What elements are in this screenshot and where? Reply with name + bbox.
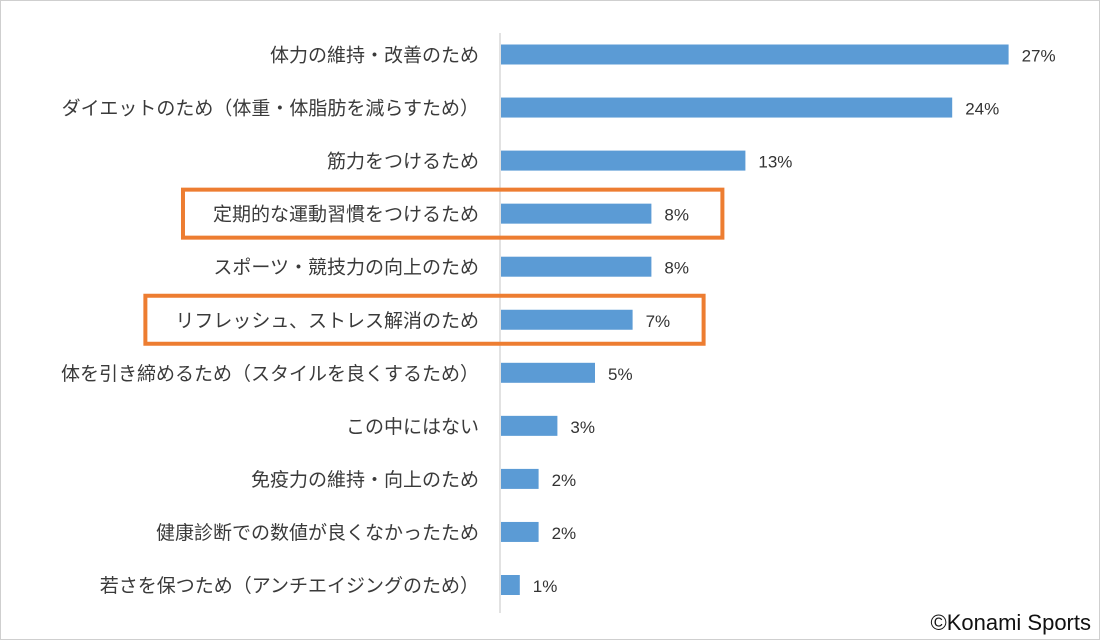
highlight-box [180, 187, 725, 240]
labels-layer: 体力の維持・改善のため 27% ダイエットのため（体重・体脂肪を減らすため） 24% 筋… [61, 45, 1056, 598]
category-label: 体を引き締めるため（スタイルを良くするため） [61, 363, 479, 385]
category-label: 体力の維持・改善のため [270, 45, 479, 67]
category-label: 定期的な運動習慣をつけるため [213, 204, 479, 226]
value-label: 24% [965, 100, 999, 119]
bars-layer [501, 44, 1009, 595]
bar [501, 521, 539, 542]
bar [501, 309, 633, 330]
bar [501, 468, 539, 489]
value-label: 8% [664, 206, 689, 225]
bar [501, 362, 595, 383]
credit-text: ©Konami Sports [931, 610, 1092, 635]
value-label: 27% [1022, 47, 1056, 66]
bar [501, 150, 746, 171]
category-label: リフレッシュ、ストレス解消のため [175, 310, 479, 332]
value-label: 3% [570, 418, 595, 437]
category-label: 筋力をつけるため [327, 151, 479, 173]
value-label: 5% [608, 365, 633, 384]
bar [501, 575, 520, 595]
bar [501, 44, 1009, 65]
highlight-box [143, 293, 706, 346]
bar [501, 256, 652, 277]
category-label: 免疫力の維持・向上のため [251, 469, 479, 491]
category-label: ダイエットのため（体重・体脂肪を減らすため） [62, 98, 479, 120]
highlight-layer [143, 187, 725, 346]
category-label: この中にはない [346, 416, 479, 438]
bar [501, 415, 558, 436]
category-label: スポーツ・競技力の向上のため [213, 257, 479, 279]
bar [501, 97, 953, 118]
value-label: 8% [664, 259, 689, 278]
value-label: 2% [552, 524, 577, 543]
category-label: 若さを保つため（アンチエイジングのため） [100, 575, 479, 597]
category-label: 健康診断での数値が良くなかったため [156, 522, 479, 544]
value-label: 7% [646, 312, 671, 331]
value-label: 1% [533, 577, 558, 596]
value-label: 2% [552, 471, 577, 490]
value-label: 13% [758, 153, 792, 172]
bar [501, 203, 652, 224]
